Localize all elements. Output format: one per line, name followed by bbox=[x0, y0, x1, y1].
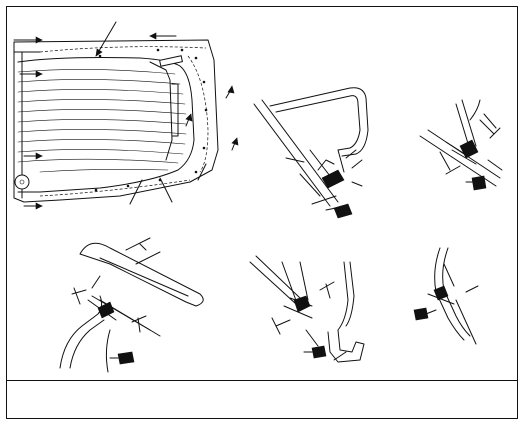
outer-border bbox=[6, 6, 518, 419]
body-panel-curve bbox=[59, 295, 103, 369]
sealant-nozzle-2 bbox=[471, 175, 487, 191]
callout-leaders bbox=[95, 21, 207, 205]
sealant-nozzle-3 bbox=[117, 351, 135, 365]
section-arrows bbox=[13, 32, 239, 210]
molding-strip bbox=[79, 242, 204, 307]
glass-inner-edge bbox=[17, 57, 195, 193]
clip-assembly-2 bbox=[97, 301, 115, 319]
rear-window-panel bbox=[13, 21, 239, 210]
glass-edge bbox=[253, 103, 331, 207]
urethane-bead bbox=[321, 169, 345, 189]
section-upper-right-panel bbox=[419, 99, 503, 191]
sealant-nozzle bbox=[333, 203, 353, 219]
clip-line-right bbox=[187, 55, 209, 173]
right-fitting bbox=[149, 61, 173, 161]
section-lower-left-panel bbox=[59, 237, 204, 373]
clip-assembly-4 bbox=[433, 285, 449, 301]
body-flange bbox=[327, 261, 365, 363]
clip-assembly-3 bbox=[293, 295, 311, 313]
glass-outline bbox=[13, 39, 219, 203]
defroster-grid-lines bbox=[17, 69, 187, 173]
sealant-nozzle-5 bbox=[413, 307, 429, 321]
section-roof-edge-panel bbox=[253, 87, 369, 219]
clip-points bbox=[94, 48, 208, 192]
clip-line-top bbox=[39, 46, 207, 53]
sealant-nozzle-4 bbox=[311, 345, 327, 359]
connector-terminal bbox=[14, 174, 30, 190]
clip-line-bottom bbox=[39, 179, 191, 197]
section-lower-middle-panel bbox=[249, 255, 365, 363]
roof-panel-outline bbox=[269, 87, 369, 157]
section-lower-right-panel bbox=[413, 247, 479, 345]
